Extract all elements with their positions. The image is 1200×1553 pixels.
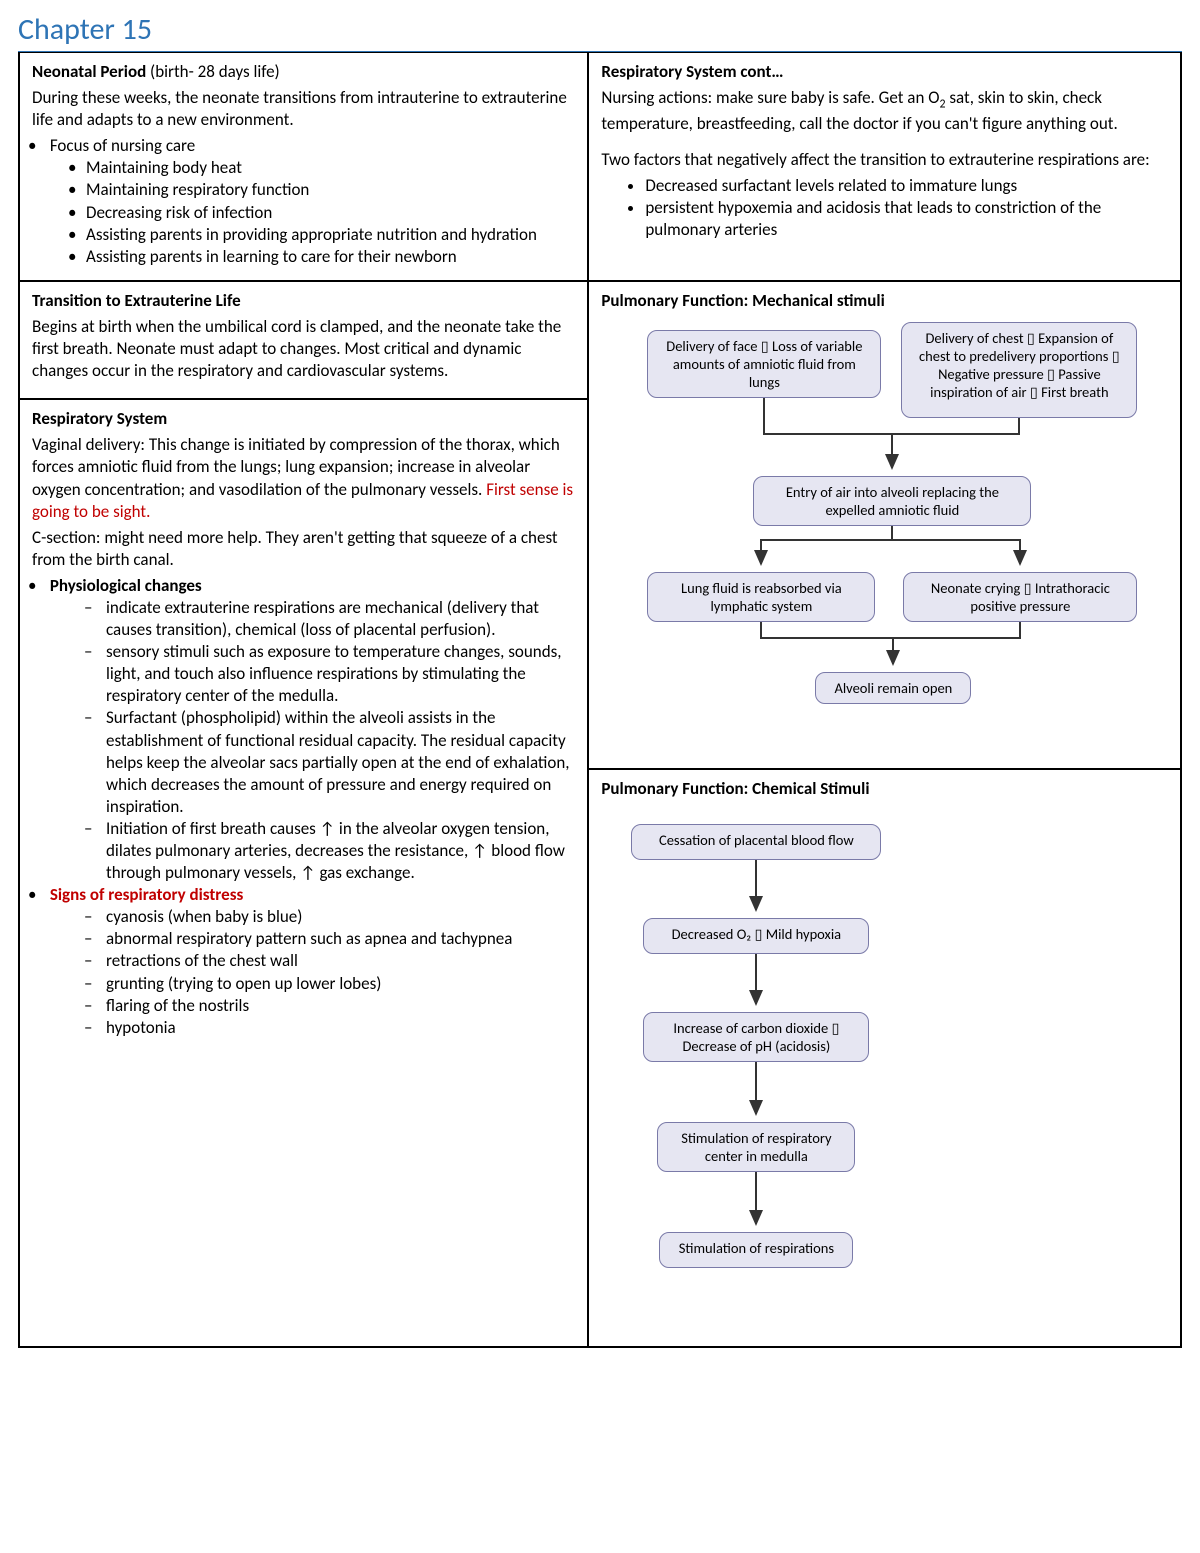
signs-item: hypotonia <box>106 1017 575 1039</box>
flow-box: Lung fluid is reabsorbed via lymphatic s… <box>647 572 875 622</box>
content-grid: Neonatal Period (birth- 28 days life) Du… <box>18 52 1182 1348</box>
signs-item: cyanosis (when baby is blue) <box>106 906 575 928</box>
signs-item: retractions of the chest wall <box>106 950 575 972</box>
cell-chemical: Pulmonary Function: Chemical Stimuli Ces… <box>588 769 1181 1347</box>
resp-vaginal: Vaginal delivery: This change is initiat… <box>32 434 575 522</box>
neonatal-intro: During these weeks, the neonate transiti… <box>32 87 575 131</box>
chapter-title: Chapter 15 <box>18 10 1182 52</box>
signs-heading: Signs of respiratory distress <box>50 884 243 905</box>
mech-heading: Pulmonary Function: Mechanical stimuli <box>601 290 1168 312</box>
cell-resp-cont: Respiratory System cont… Nursing actions… <box>588 52 1181 281</box>
flow-box: Neonate crying ▯ Intrathoracic positive … <box>903 572 1137 622</box>
nursing-actions: Nursing actions: make sure baby is safe.… <box>601 87 1168 135</box>
flow-box: Entry of air into alveoli replacing the … <box>753 476 1031 526</box>
signs-item: grunting (trying to open up lower lobes) <box>106 973 575 995</box>
signs-item: flaring of the nostrils <box>106 995 575 1017</box>
signs-list: cyanosis (when baby is blue)abnormal res… <box>46 906 575 1039</box>
resp-csection: C-section: might need more help. They ar… <box>32 527 575 571</box>
chem-heading: Pulmonary Function: Chemical Stimuli <box>601 778 1168 800</box>
mech-flowchart: Delivery of face ▯ Loss of variable amou… <box>601 316 1168 756</box>
flow-box: Alveoli remain open <box>815 672 971 704</box>
flow-box: Delivery of chest ▯ Expansion of chest t… <box>901 322 1137 418</box>
focus-list: Maintaining body heatMaintaining respira… <box>46 157 575 267</box>
nursing-pre: Nursing actions: make sure baby is safe.… <box>601 87 939 108</box>
focus-item: Assisting parents in learning to care fo… <box>86 246 575 268</box>
cell-neonatal: Neonatal Period (birth- 28 days life) Du… <box>19 52 588 281</box>
phys-item: sensory stimuli such as exposure to temp… <box>106 641 575 707</box>
flow-box: Increase of carbon dioxide ▯ Decrease of… <box>643 1012 869 1062</box>
flow-box: Stimulation of respirations <box>659 1232 853 1268</box>
cell-transition: Transition to Extrauterine Life Begins a… <box>19 281 588 399</box>
focus-item: Decreasing risk of infection <box>86 202 575 224</box>
phys-list: indicate extrauterine respirations are m… <box>46 597 575 884</box>
resp-cont-heading: Respiratory System cont… <box>601 61 1168 83</box>
factor-item: persistent hypoxemia and acidosis that l… <box>645 197 1168 241</box>
resp-vaginal-pre: Vaginal delivery: This change is initiat… <box>32 434 560 499</box>
flow-box: Delivery of face ▯ Loss of variable amou… <box>647 330 881 398</box>
factors-list: Decreased surfactant levels related to i… <box>601 175 1168 241</box>
flow-box: Stimulation of respiratory center in med… <box>657 1122 855 1172</box>
factor-item: Decreased surfactant levels related to i… <box>645 175 1168 197</box>
flow-box: Cessation of placental blood flow <box>631 824 881 860</box>
factors-intro: Two factors that negatively affect the t… <box>601 149 1168 171</box>
focus-item: Maintaining respiratory function <box>86 179 575 201</box>
flow-box: Decreased O₂ ▯ Mild hypoxia <box>643 918 869 954</box>
transition-heading: Transition to Extrauterine Life <box>32 290 575 312</box>
signs-item: abnormal respiratory pattern such as apn… <box>106 928 575 950</box>
focus-label: Focus of nursing care <box>50 135 195 156</box>
phys-item: Surfactant (phospholipid) within the alv… <box>106 707 575 817</box>
phys-item: indicate extrauterine respirations are m… <box>106 597 575 641</box>
transition-body: Begins at birth when the umbilical cord … <box>32 316 575 382</box>
chem-flowchart: Cessation of placental blood flow Decreas… <box>601 804 1168 1334</box>
neonatal-heading: Neonatal Period <box>32 61 146 82</box>
focus-item: Maintaining body heat <box>86 157 575 179</box>
resp-heading: Respiratory System <box>32 408 575 430</box>
cell-respiratory: Respiratory System Vaginal delivery: Thi… <box>19 399 588 1347</box>
cell-mechanical: Pulmonary Function: Mechanical stimuli D… <box>588 281 1181 769</box>
phys-item: Initiation of first breath causes ↑ in t… <box>106 818 575 884</box>
phys-heading: Physiological changes <box>50 575 202 596</box>
focus-item: Assisting parents in providing appropria… <box>86 224 575 246</box>
neonatal-heading-paren: (birth- 28 days life) <box>150 61 280 82</box>
